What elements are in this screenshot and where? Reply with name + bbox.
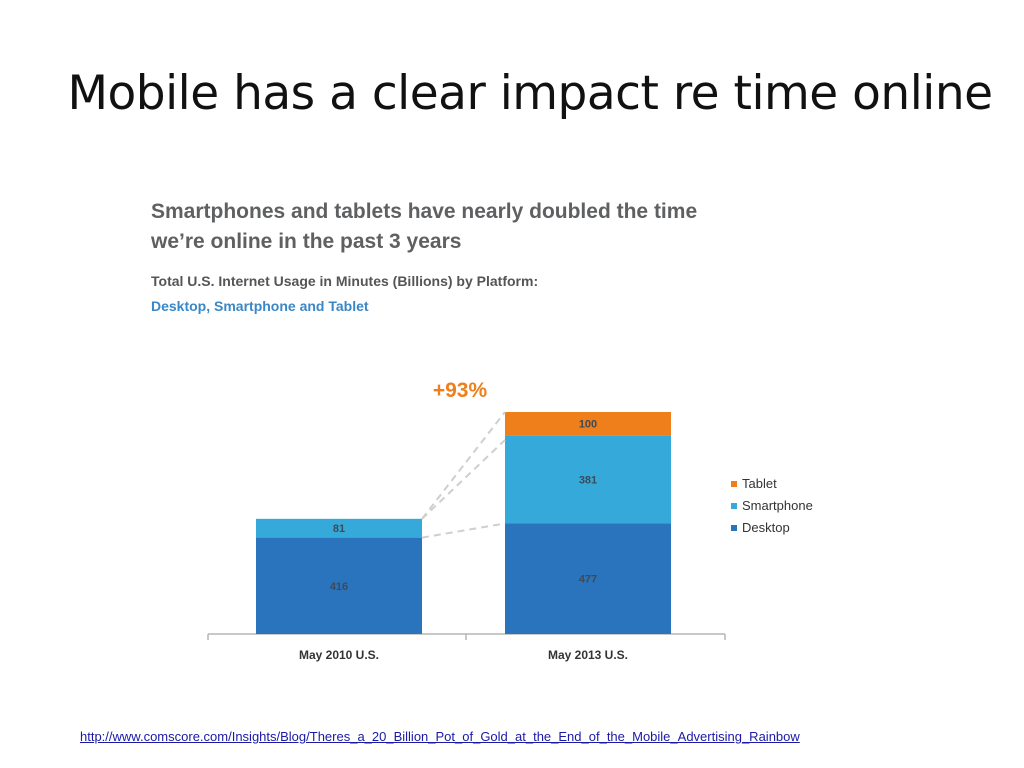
bar-2-smartphone — [505, 435, 671, 524]
chart-heading-line1: Smartphones and tablets have nearly doub… — [151, 200, 698, 223]
connector-dashed-top — [421, 411, 506, 520]
source-link[interactable]: http://www.comscore.com/Insights/Blog/Th… — [80, 729, 800, 744]
legend-swatch-desktop — [731, 525, 737, 531]
data-label-2-desktop: 477 — [579, 574, 597, 586]
connector-dashed-mid — [421, 439, 506, 520]
data-label-1-desktop: 416 — [330, 581, 348, 593]
legend-swatch-smartphone — [731, 503, 737, 509]
bar-2-tablet — [505, 412, 671, 436]
bar-1-smartphone — [256, 518, 422, 538]
chart-heading-line2: we’re online in the past 3 years — [151, 230, 462, 253]
chart-subtitle-line1: Total U.S. Internet Usage in Minutes (Bi… — [151, 273, 539, 289]
slide-title: Mobile has a clear impact re time online — [67, 66, 993, 121]
legend-swatch-tablet — [731, 481, 737, 487]
data-label-1-smartphone: 81 — [333, 523, 345, 535]
x-tick-label-1: May 2010 U.S. — [299, 648, 379, 662]
legend-label-smartphone: Smartphone — [742, 498, 813, 513]
data-label-2-smartphone: 381 — [579, 474, 597, 486]
data-label-2-tablet: 100 — [579, 419, 597, 431]
bar-2-desktop — [505, 523, 671, 634]
chart-heading: Smartphones and tablets have nearly doub… — [151, 197, 697, 257]
chart-subtitle-line2: Desktop, Smartphone and Tablet — [151, 298, 369, 314]
bar-1-desktop — [256, 537, 422, 634]
growth-annotation: +93% — [433, 379, 488, 402]
connector-dashed-desktop — [421, 522, 506, 539]
legend-label-tablet: Tablet — [742, 476, 777, 491]
x-tick-label-2: May 2013 U.S. — [548, 648, 628, 662]
legend-label-desktop: Desktop — [742, 520, 790, 535]
